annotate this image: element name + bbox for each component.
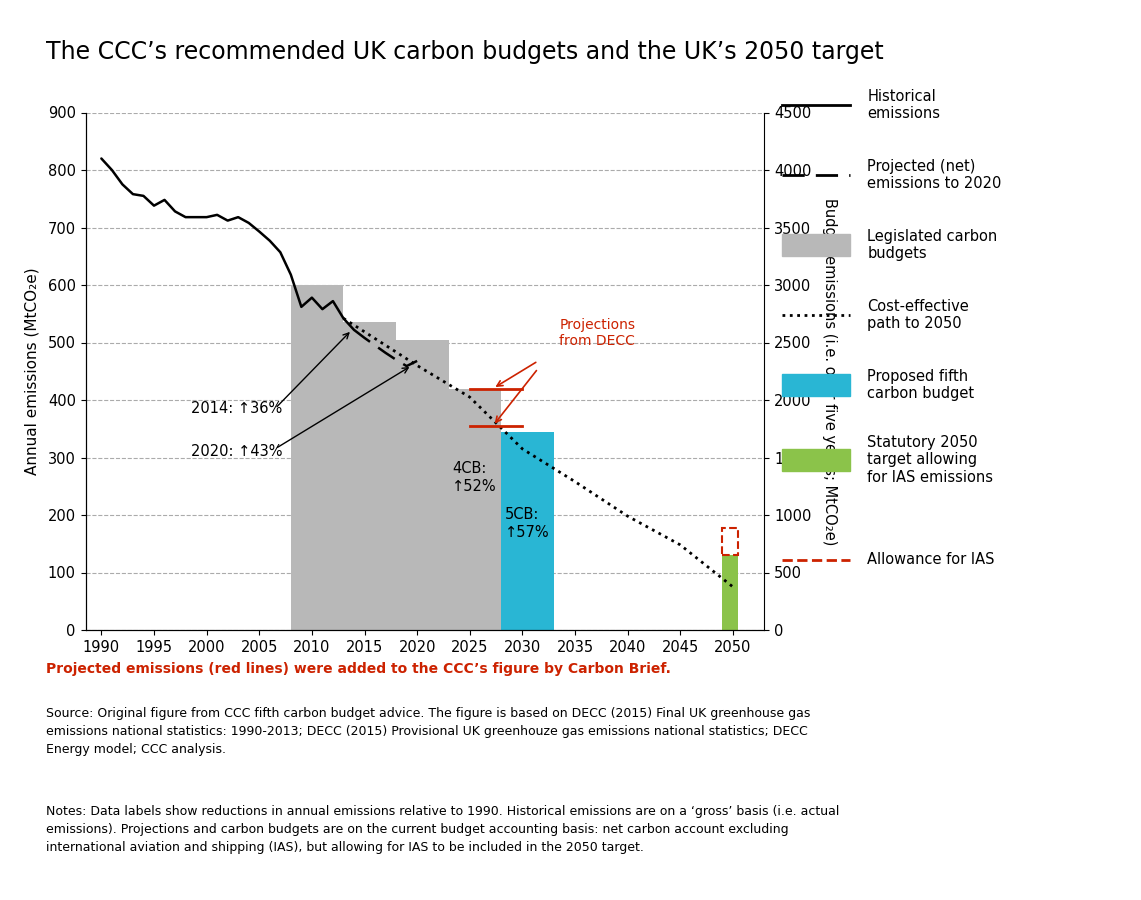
Bar: [291, 285, 343, 630]
Text: Cost-effective
path to 2050: Cost-effective path to 2050: [867, 299, 969, 331]
Bar: [722, 527, 738, 555]
Text: The CCC’s recommended UK carbon budgets and the UK’s 2050 target: The CCC’s recommended UK carbon budgets …: [46, 40, 883, 65]
Text: Historical
emissions: Historical emissions: [867, 89, 940, 122]
Y-axis label: Budget emissions (i.e. over five years; MtCO₂e): Budget emissions (i.e. over five years; …: [822, 198, 836, 544]
Text: Proposed fifth
carbon budget: Proposed fifth carbon budget: [867, 368, 974, 400]
Text: Allowance for IAS: Allowance for IAS: [867, 552, 995, 567]
Bar: [782, 374, 850, 396]
Text: Legislated carbon
budgets: Legislated carbon budgets: [867, 229, 997, 261]
Text: 2020: ↑43%: 2020: ↑43%: [191, 445, 282, 459]
Text: 5CB:
↑57%: 5CB: ↑57%: [504, 508, 549, 540]
Text: Projected emissions (red lines) were added to the CCC’s figure by Carbon Brief.: Projected emissions (red lines) were add…: [46, 662, 671, 676]
Text: Statutory 2050
target allowing
for IAS emissions: Statutory 2050 target allowing for IAS e…: [867, 435, 993, 484]
Bar: [782, 234, 850, 256]
Text: 2014: ↑36%: 2014: ↑36%: [191, 401, 282, 416]
Text: Projected (net)
emissions to 2020: Projected (net) emissions to 2020: [867, 158, 1002, 191]
Y-axis label: Annual emissions (MtCO₂e): Annual emissions (MtCO₂e): [24, 267, 40, 475]
Text: Projections
from DECC: Projections from DECC: [559, 318, 636, 348]
Bar: [343, 322, 396, 630]
Bar: [448, 389, 501, 630]
Bar: [722, 555, 738, 630]
Text: Source: Original figure from CCC fifth carbon budget advice. The figure is based: Source: Original figure from CCC fifth c…: [46, 706, 810, 755]
Text: 4CB:
↑52%: 4CB: ↑52%: [452, 462, 496, 494]
Bar: [501, 432, 555, 630]
Text: Notes: Data labels show reductions in annual emissions relative to 1990. Histori: Notes: Data labels show reductions in an…: [46, 806, 839, 854]
Bar: [396, 339, 448, 630]
Bar: [782, 448, 850, 471]
